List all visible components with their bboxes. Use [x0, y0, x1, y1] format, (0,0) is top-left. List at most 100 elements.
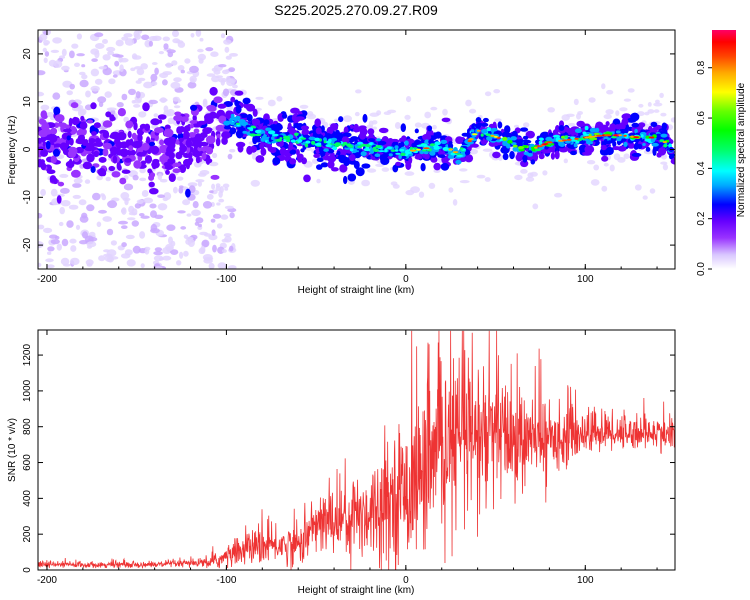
heatmap-band-cell	[650, 121, 658, 128]
heatmap-noise-cell	[459, 168, 468, 172]
heatmap-band-cell	[109, 146, 119, 154]
heatmap-band-cell	[327, 154, 337, 163]
heatmap-noise-cell	[634, 184, 642, 191]
spectrogram-x-axis-label: Height of straight line (km)	[298, 285, 415, 296]
heatmap-noise-cell	[225, 55, 232, 60]
heatmap-noise-cell	[139, 168, 146, 174]
heatmap-noise-cell	[213, 69, 221, 75]
heatmap-peak-cell	[420, 143, 428, 147]
heatmap-core-cell	[623, 141, 628, 147]
heatmap-noise-cell	[221, 249, 227, 253]
heatmap-noise-cell	[187, 81, 197, 89]
heatmap-noise-cell	[123, 183, 134, 191]
heatmap-core-cell	[323, 148, 329, 152]
heatmap-band-cell	[157, 114, 167, 120]
heatmap-noise-cell	[133, 104, 141, 108]
heatmap-noise-cell	[61, 48, 67, 57]
heatmap-noise-cell	[173, 77, 182, 83]
heatmap-band-cell	[205, 146, 214, 155]
heatmap-noise-cell	[74, 62, 80, 67]
heatmap-core-cell	[265, 127, 272, 132]
heatmap-band-cell	[98, 156, 107, 163]
heatmap-band-cell	[91, 131, 97, 136]
heatmap-noise-cell	[98, 255, 106, 262]
heatmap-noise-cell	[255, 96, 264, 100]
heatmap-peak-cell	[433, 145, 439, 148]
heatmap-noise-cell	[151, 62, 158, 65]
heatmap-band-cell	[230, 96, 236, 103]
heatmap-band-cell	[150, 118, 161, 126]
heatmap-noise-cell	[182, 199, 191, 206]
heatmap-band-cell	[627, 142, 635, 149]
y-tick-label: 400	[22, 490, 33, 507]
heatmap-band-cell	[66, 135, 71, 141]
heatmap-noise-cell	[66, 220, 74, 228]
heatmap-noise-cell	[137, 77, 146, 82]
heatmap-noise-cell	[177, 210, 186, 214]
heatmap-peak-cell	[611, 135, 617, 139]
heatmap-peak-cell	[272, 133, 279, 137]
heatmap-peak-cell	[343, 141, 348, 146]
heatmap-noise-cell	[525, 176, 535, 182]
heatmap-noise-cell	[220, 79, 225, 86]
heatmap-core-cell	[660, 133, 668, 138]
heatmap-noise-cell	[655, 99, 660, 104]
heatmap-noise-cell	[210, 51, 219, 57]
heatmap-peak-cell	[386, 146, 393, 150]
heatmap-noise-cell	[38, 91, 45, 97]
heatmap-noise-cell	[61, 65, 70, 71]
y-tick-label: 600	[22, 454, 33, 471]
heatmap-core-cell	[586, 140, 594, 145]
heatmap-noise-cell	[45, 258, 54, 263]
heatmap-band-cell	[53, 148, 60, 157]
heatmap-max-cell	[448, 148, 454, 151]
heatmap-band-cell	[361, 163, 371, 169]
heatmap-band-cell	[297, 154, 303, 163]
heatmap-noise-cell	[121, 93, 128, 101]
heatmap-band-cell	[133, 121, 138, 131]
heatmap-core-cell	[424, 139, 430, 145]
colorbar: 0.0 0.2 0.4 0.6 0.8 Normalized spectral ampl…	[696, 30, 747, 276]
heatmap-band-cell	[172, 162, 181, 168]
heatmap-band-cell	[86, 119, 94, 124]
heatmap-noise-cell	[121, 242, 127, 248]
heatmap-max-cell	[566, 138, 572, 141]
heatmap-noise-cell	[76, 33, 82, 40]
heatmap-core-cell	[511, 142, 517, 146]
heatmap-band-cell	[70, 102, 79, 109]
heatmap-noise-cell	[53, 60, 63, 68]
heatmap-band-cell	[290, 107, 300, 114]
heatmap-noise-cell	[205, 47, 214, 52]
heatmap-band-cell	[144, 155, 153, 164]
heatmap-band-cell	[293, 122, 301, 129]
heatmap-noise-cell	[184, 58, 191, 64]
heatmap-core-cell	[650, 137, 656, 143]
y-tick-label: 0	[22, 567, 33, 573]
heatmap-noise-cell	[642, 195, 648, 200]
heatmap-noise-cell	[523, 122, 530, 128]
heatmap-core-cell	[379, 141, 387, 145]
heatmap-peak-cell	[348, 145, 354, 148]
heatmap-band-cell	[151, 160, 160, 169]
heatmap-band-cell	[300, 125, 310, 131]
heatmap-core-cell	[589, 127, 597, 133]
heatmap-noise-cell	[229, 53, 238, 57]
heatmap-band-cell	[46, 169, 56, 174]
heatmap-noise-cell	[173, 186, 178, 194]
heatmap-noise-cell	[367, 168, 377, 173]
heatmap-noise-cell	[554, 192, 563, 198]
heatmap-band-cell	[378, 127, 389, 134]
heatmap-noise-cell	[469, 108, 477, 114]
heatmap-core-cell	[481, 128, 488, 134]
heatmap-noise-cell	[414, 122, 422, 128]
heatmap-band-cell	[339, 164, 348, 173]
heatmap-peak-cell	[645, 135, 651, 139]
heatmap-band-cell	[197, 146, 203, 152]
heatmap-band-cell	[522, 155, 528, 163]
heatmap-noise-cell	[108, 78, 116, 85]
heatmap-band-cell	[342, 132, 352, 138]
heatmap-band-cell	[455, 136, 464, 145]
heatmap-noise-cell	[141, 34, 150, 41]
heatmap-noise-cell	[148, 99, 158, 105]
heatmap-band-cell	[172, 168, 181, 174]
